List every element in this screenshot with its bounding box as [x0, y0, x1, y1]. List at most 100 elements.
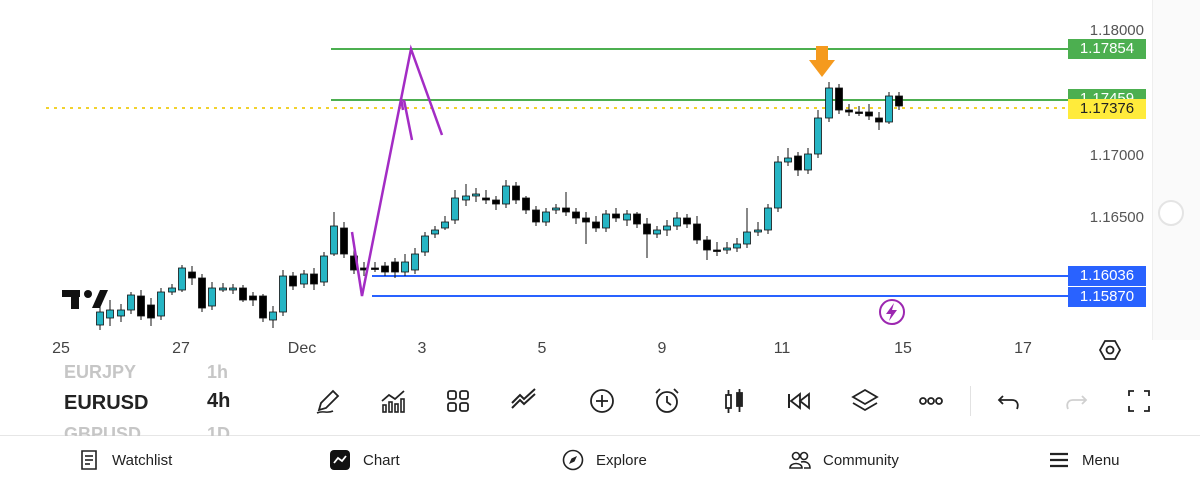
redo-button[interactable] — [1059, 384, 1093, 418]
nav-explore[interactable]: Explore — [562, 446, 647, 474]
symbol-selector[interactable]: EURUSD — [64, 392, 149, 414]
candle-body — [431, 229, 439, 235]
candle-body — [865, 111, 873, 117]
date-label: 3 — [417, 340, 427, 357]
date-label: 5 — [537, 340, 547, 357]
candle-body — [784, 157, 792, 163]
candle-body — [219, 287, 227, 291]
candle-body — [482, 197, 490, 201]
nav-chart[interactable]: Chart — [329, 446, 400, 474]
indicators-icon — [381, 390, 405, 413]
watchlist-icon — [81, 450, 97, 470]
projection-arrow-wing — [402, 99, 414, 141]
price-tag-current: 1.17376 — [1068, 99, 1146, 119]
candle-body — [127, 294, 135, 311]
candle-body — [804, 153, 812, 171]
layout-button[interactable] — [441, 384, 475, 418]
symbol-prev[interactable]: EURJPY — [64, 362, 137, 382]
candle-body — [168, 287, 176, 293]
candle-body — [462, 195, 470, 201]
candle-body — [147, 304, 155, 319]
fullscreen-icon — [1128, 390, 1150, 412]
nav-menu[interactable]: Menu — [1048, 446, 1120, 474]
candle-body — [592, 221, 600, 229]
candle-body — [522, 197, 530, 211]
candle-body — [875, 117, 883, 123]
chart-type-button[interactable] — [717, 384, 751, 418]
bottom-nav: Watchlist Chart Explore Community Menu — [0, 436, 1200, 484]
candle-body — [794, 155, 802, 171]
price-chart[interactable] — [0, 0, 1152, 340]
object-tree-button[interactable] — [848, 384, 882, 418]
menu-icon — [1050, 452, 1068, 468]
candle-body — [492, 199, 500, 205]
candle-body — [743, 231, 751, 245]
toolbar-divider — [970, 386, 971, 416]
indicators-button[interactable] — [376, 384, 410, 418]
add-button[interactable] — [585, 384, 619, 418]
candle-body — [683, 217, 691, 225]
compass-icon — [562, 449, 584, 471]
candle-body — [512, 185, 520, 201]
date-label: 17 — [1014, 340, 1032, 357]
candle-body — [723, 247, 731, 251]
nav-chart-label: Chart — [363, 451, 400, 469]
candle-body — [602, 213, 610, 229]
timeframe-selector[interactable]: 4h — [207, 390, 231, 412]
undo-button[interactable] — [992, 384, 1026, 418]
community-icon — [789, 451, 811, 469]
candle-body — [855, 111, 863, 114]
candle-body — [895, 95, 903, 107]
candle-body — [623, 213, 631, 221]
candle-body — [451, 197, 459, 221]
date-label: 11 — [773, 340, 791, 357]
price-tag-resistance-top: 1.17854 — [1068, 39, 1146, 59]
candle-body — [572, 211, 580, 219]
candle-body — [825, 87, 833, 119]
candle-body — [814, 117, 822, 155]
candle-body — [441, 221, 449, 229]
settings-icon[interactable] — [1098, 338, 1122, 362]
candle-body — [421, 235, 429, 253]
more-button[interactable] — [914, 384, 948, 418]
candle-body — [137, 295, 145, 317]
chart-toolbar: EURJPY 1h EURUSD 4h GBPUSD 1D — [0, 362, 1200, 444]
candle-body — [562, 207, 570, 213]
candle-body — [178, 267, 186, 291]
fullscreen-button[interactable] — [1122, 384, 1156, 418]
nav-community[interactable]: Community — [789, 446, 899, 474]
candle-body — [612, 213, 620, 219]
nav-explore-label: Explore — [596, 451, 647, 469]
candle-body — [269, 311, 277, 321]
date-label: 15 — [894, 340, 912, 357]
drawing-tools-button[interactable] — [311, 384, 345, 418]
candle-body — [188, 271, 196, 279]
candle-body — [774, 161, 782, 209]
date-label: 27 — [172, 340, 190, 357]
chart-icon — [330, 450, 350, 470]
timeframe-prev[interactable]: 1h — [207, 362, 229, 382]
candle-body — [653, 229, 661, 235]
candle-body — [300, 273, 308, 285]
replay-button[interactable] — [782, 384, 816, 418]
layers-icon — [851, 388, 879, 412]
candle-body — [532, 209, 540, 223]
date-label: Dec — [287, 340, 317, 357]
nav-watchlist[interactable]: Watchlist — [78, 446, 172, 474]
candle-body — [198, 277, 206, 309]
projection-drawing[interactable] — [350, 44, 444, 297]
side-panel-handle[interactable] — [1158, 200, 1184, 226]
lightning-icon[interactable] — [879, 299, 905, 325]
candle-body — [582, 217, 590, 223]
candle-body — [289, 275, 297, 287]
price-axis-label: 1.16500 — [1089, 209, 1144, 226]
candle-body — [552, 207, 560, 211]
chart-area[interactable]: 1.18000 1.17000 1.16500 1.17459 1.17854 … — [0, 0, 1200, 368]
projection-arrow-left — [399, 97, 405, 111]
candle-body — [117, 309, 125, 317]
candle-body — [663, 225, 671, 231]
alert-button[interactable] — [650, 384, 684, 418]
candle-body — [330, 225, 338, 255]
strategies-button[interactable] — [507, 384, 541, 418]
